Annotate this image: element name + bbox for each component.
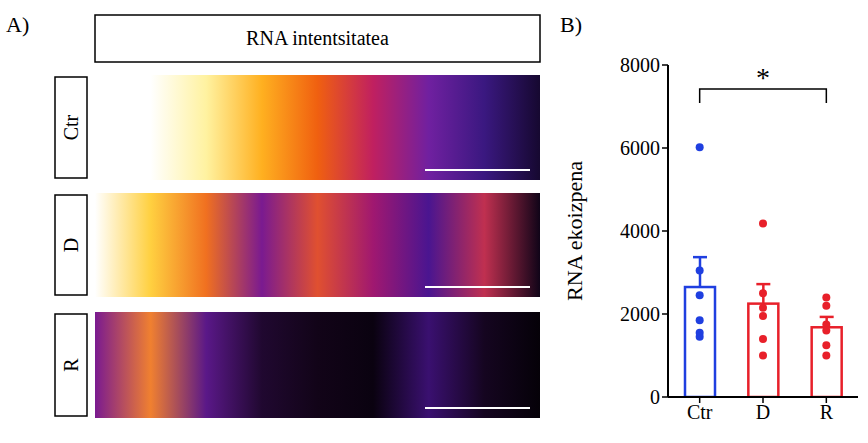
svg-text:Ctr: Ctr bbox=[687, 401, 713, 423]
svg-text:R: R bbox=[820, 401, 834, 423]
svg-text:4000: 4000 bbox=[620, 220, 660, 242]
svg-text:*: * bbox=[756, 62, 770, 93]
html-text:B): B) bbox=[560, 12, 582, 37]
svg-text:R: R bbox=[60, 358, 82, 372]
svg-text:Ctr: Ctr bbox=[60, 114, 82, 140]
svg-text:0: 0 bbox=[650, 386, 660, 408]
svg-text:RNA intentsitatea: RNA intentsitatea bbox=[246, 27, 389, 49]
svg-text:RNA ekoizpena: RNA ekoizpena bbox=[562, 161, 587, 301]
svg-text:D: D bbox=[60, 238, 82, 252]
svg-text:6000: 6000 bbox=[620, 137, 660, 159]
svg-text:D: D bbox=[756, 401, 770, 423]
svg-text:2000: 2000 bbox=[620, 303, 660, 325]
svg-text:8000: 8000 bbox=[620, 54, 660, 76]
svg-text:A): A) bbox=[6, 12, 29, 37]
